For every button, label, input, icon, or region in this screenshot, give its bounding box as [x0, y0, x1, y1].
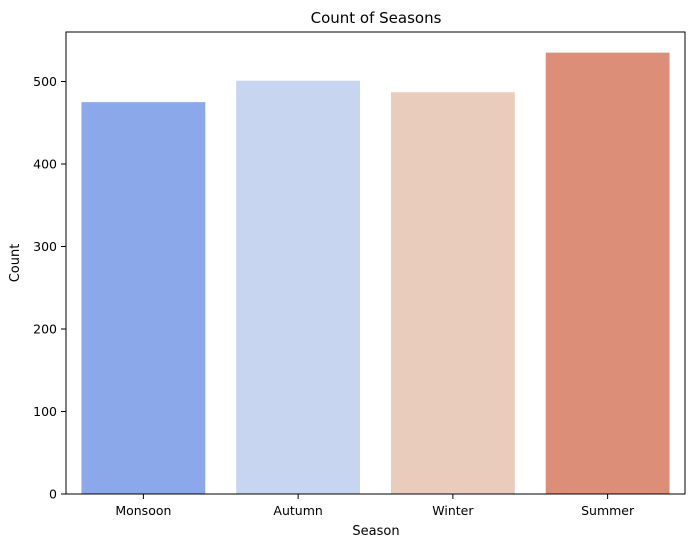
bar-winter [390, 92, 515, 494]
y-tick-label-400: 400 [33, 157, 57, 172]
y-tick-label-200: 200 [33, 322, 57, 337]
bar-monsoon [81, 102, 206, 494]
chart-title: Count of Seasons [311, 9, 442, 27]
y-tick-label-300: 300 [33, 239, 57, 254]
plot-frame [65, 31, 686, 495]
x-axis: Monsoon Autumn Winter Summer [115, 494, 635, 518]
x-tick-label-monsoon: Monsoon [115, 503, 171, 518]
x-tick-label-summer: Summer [581, 503, 635, 518]
y-tick-label-0: 0 [49, 487, 57, 502]
y-axis: 0 100 200 300 400 500 [33, 74, 66, 502]
x-tick-label-autumn: Autumn [273, 503, 322, 518]
bar-autumn [236, 80, 361, 495]
bar-summer [545, 52, 670, 494]
x-tick-label-winter: Winter [432, 503, 474, 518]
x-axis-title: Season [352, 524, 399, 539]
y-tick-label-100: 100 [33, 404, 57, 419]
y-axis-title: Count [8, 244, 23, 283]
y-tick-label-500: 500 [33, 74, 57, 89]
bars-group [81, 52, 670, 495]
